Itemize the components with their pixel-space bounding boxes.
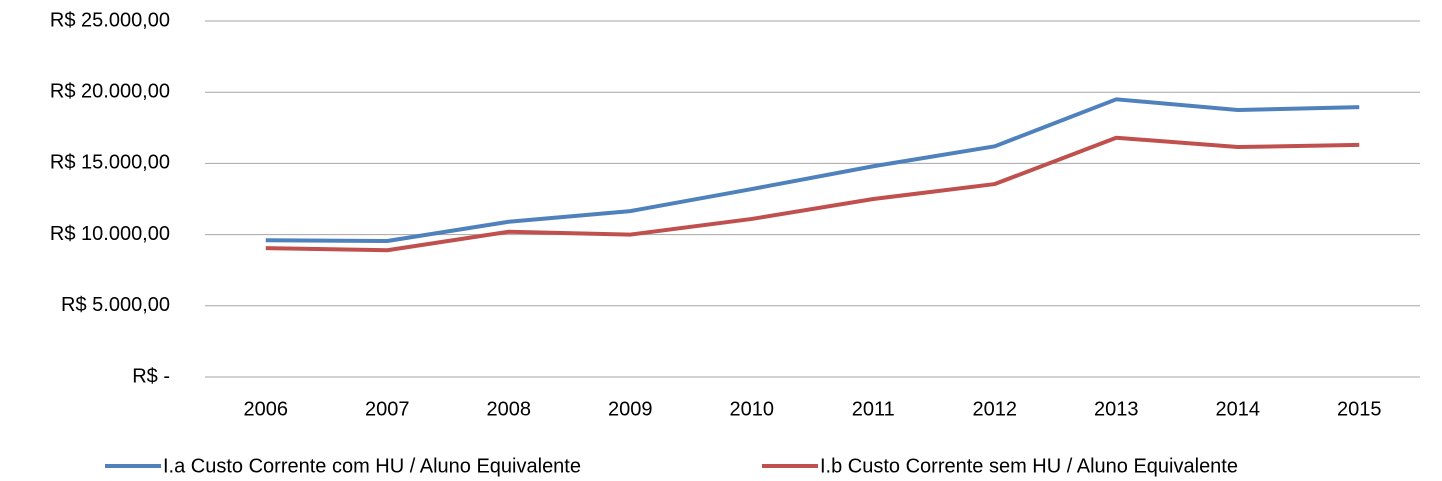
x-tick-label: 2015 — [1337, 398, 1382, 420]
x-tick-label: 2006 — [244, 398, 289, 420]
x-tick-label: 2011 — [852, 398, 895, 420]
series-line — [265, 135, 1360, 253]
x-tick-label: 2012 — [973, 398, 1018, 420]
y-tick-label: R$ 10.000,00 — [50, 223, 170, 245]
y-tick-label: R$ 20.000,00 — [50, 80, 170, 102]
legend-label: I.b Custo Corrente sem HU / Aluno Equiva… — [820, 455, 1238, 477]
legend-label: I.a Custo Corrente com HU / Aluno Equiva… — [163, 455, 581, 477]
series-line — [265, 97, 1360, 244]
y-tick-label: R$ - — [132, 365, 170, 387]
y-tick-label: R$ 15.000,00 — [50, 152, 170, 174]
x-tick-label: 2010 — [730, 398, 775, 420]
x-tick-label: 2007 — [365, 398, 410, 420]
x-tick-label: 2009 — [608, 398, 653, 420]
y-tick-label: R$ 25.000,00 — [50, 9, 170, 31]
x-tick-label: 2008 — [487, 398, 532, 420]
x-tick-label: 2014 — [1216, 398, 1261, 420]
x-tick-label: 2013 — [1094, 398, 1139, 420]
y-tick-label: R$ 5.000,00 — [61, 294, 170, 316]
